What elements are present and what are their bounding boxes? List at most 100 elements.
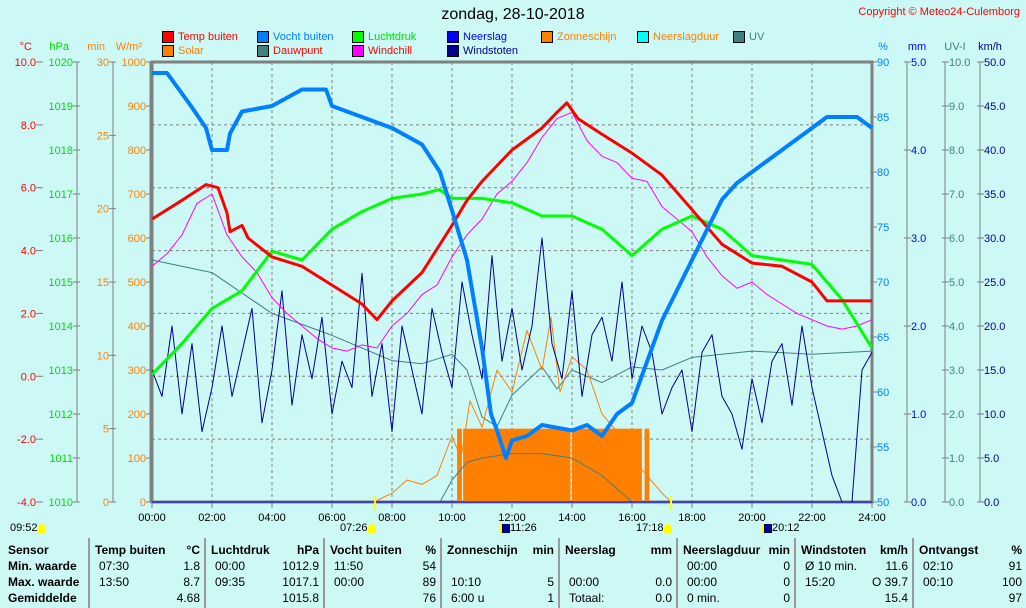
table-cell-value: 97 [1008, 591, 1022, 605]
x-axis-tick-label: 18:00 [678, 512, 706, 524]
x-axis-tick-label: 10:00 [438, 512, 466, 524]
x-axis-tick-label: 06:00 [318, 512, 346, 524]
axis-tick-label: 0 [103, 497, 109, 509]
axis-tick-label: 2.0 [911, 321, 926, 333]
column-divider [88, 538, 90, 608]
axis-tick-label: 1010 [49, 497, 73, 509]
table-cell-value: 5 [547, 575, 554, 589]
axis-tick-label: 3.0 [911, 233, 926, 245]
event-time: 11:26 [510, 522, 537, 534]
axis-tick-label: 75 [877, 222, 889, 234]
axis-tick-label: 7.0 [949, 189, 964, 201]
axis-tick-label: 8.0 [21, 120, 36, 132]
legend-label: UV [749, 31, 765, 43]
axis-tick-label: 1017 [49, 189, 73, 201]
legend-label: Neerslag [463, 31, 508, 43]
axis-tick-label: 1020 [49, 57, 73, 69]
moon-icon [37, 523, 46, 533]
x-axis-tick-label: 04:00 [258, 512, 286, 524]
axis-tick-label: 4.0 [949, 321, 964, 333]
table-cell-value: 76 [422, 591, 436, 605]
axis-tick-label: 1013 [49, 365, 73, 377]
column-header: Vocht buiten [330, 543, 402, 557]
column-header: Neerslagduur [683, 543, 761, 557]
axis-tick-label: 65 [877, 332, 889, 344]
table-cell-value: 0 [783, 591, 790, 605]
legend-item: Luchtdruk [352, 31, 416, 43]
legend-swatch [257, 31, 269, 43]
table-cell-value: 100 [1001, 575, 1022, 589]
legend-swatch [637, 31, 649, 43]
table-cell-time: 00:00 [687, 559, 718, 573]
series-solar [152, 316, 872, 503]
table-cell-value: 11.6 [885, 559, 908, 573]
table-cell-time: 6:00 u [451, 591, 485, 605]
table-cell-value: 1015.8 [282, 591, 319, 605]
x-axis-tick-label: 00:00 [138, 512, 166, 524]
column-unit: °C [186, 543, 200, 557]
axis-tick-label: 9.0 [949, 101, 964, 113]
axis-tick-label: 1015 [49, 277, 73, 289]
axis-tick-label: -4.0 [17, 497, 36, 509]
chart-title: zondag, 28-10-2018 [441, 6, 585, 23]
table-cell-time: 00:10 [923, 575, 954, 589]
axis-tick-label: 90 [877, 57, 889, 69]
column-header: Windstoten [801, 543, 867, 557]
legend-item: Dauwpunt [257, 45, 323, 57]
axis-tick-label: 55 [877, 442, 889, 454]
legend-item: Solar [162, 45, 204, 57]
axis-tick-label: 600 [128, 233, 146, 245]
table-cell-time: 02:10 [923, 559, 954, 573]
event-time: 09:52 [10, 522, 38, 534]
axis-tick-label: 1018 [49, 145, 73, 157]
column-unit: % [1011, 543, 1022, 557]
moonrise-icon [500, 523, 510, 533]
chart-canvas: °C10.08.06.04.02.00.0-2.0-4.0hPa10201019… [15, 41, 1006, 524]
legend-item: Windchill [352, 45, 412, 57]
event-time: 17:18 [636, 522, 664, 534]
axis-tick-label: 0 [140, 497, 146, 509]
legend-swatch [733, 31, 745, 43]
column-divider [204, 538, 206, 608]
table-cell-time: 00:00 [215, 559, 246, 573]
table-cell-time: 11:50 [334, 559, 364, 573]
axis-tick-label: 15 [97, 277, 109, 289]
series-luchtdruk [150, 188, 874, 376]
legend-swatch [352, 31, 364, 43]
table-cell-value: 54 [422, 559, 436, 573]
legend-label: Solar [178, 45, 204, 57]
column-unit: hPa [296, 543, 319, 557]
series-temp-buiten [151, 101, 872, 322]
axis-tick-label: 1019 [49, 101, 73, 113]
axis-tick-label: 25.0 [984, 277, 1005, 289]
axis-tick-label: 20.0 [984, 321, 1005, 333]
axis-tick-label: 50.0 [984, 57, 1005, 69]
axis-tick-label: 15.0 [984, 365, 1005, 377]
table-cell-time: Ø 10 min. [805, 559, 858, 573]
table-cell-value: 15.4 [884, 591, 908, 605]
table-cell-value: O 39.7 [871, 575, 908, 589]
table-cell-time: 00:00 [569, 575, 600, 589]
column-divider [794, 538, 796, 608]
x-axis-tick-label: 08:00 [378, 512, 406, 524]
axis-tick-label: 70 [877, 277, 889, 289]
axis-tick-label: 35.0 [984, 189, 1005, 201]
axis-unit-label: km/h [978, 41, 1002, 53]
table-cell-time: Totaal: [569, 591, 605, 605]
legend-label: Temp buiten [178, 31, 238, 43]
axis-tick-label: 200 [128, 409, 146, 421]
axis-tick-label: 20 [97, 204, 109, 216]
sunshine-bar [572, 428, 642, 502]
axis-tick-label: 1.0 [911, 409, 926, 421]
legend-label: Windstoten [463, 45, 519, 57]
axis-tick-label: 10.0 [949, 57, 970, 69]
legend-label: Luchtdruk [368, 31, 417, 43]
column-header: Luchtdruk [211, 543, 270, 557]
legend-label: Neerslagduur [653, 31, 720, 43]
axis-tick-label: 1014 [49, 321, 73, 333]
event-time: 07:26 [340, 522, 368, 534]
row-label: Gemiddelde [8, 591, 77, 605]
column-unit: km/h [879, 543, 908, 557]
axis-tick-label: 80 [877, 167, 889, 179]
